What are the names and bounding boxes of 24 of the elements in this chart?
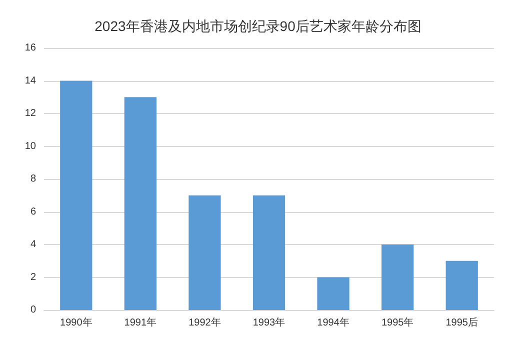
x-tick-label: 1993年 (252, 316, 286, 328)
bar (317, 277, 350, 310)
bar (124, 97, 156, 310)
y-tick-label: 12 (24, 108, 36, 119)
x-tick-label: 1992年 (188, 316, 221, 328)
y-tick-label: 8 (30, 174, 36, 184)
y-tick-label: 10 (24, 140, 36, 152)
x-tick-label: 1990年 (60, 316, 92, 328)
bar (382, 244, 414, 310)
y-tick-label: 14 (24, 75, 36, 86)
y-tick-label: 0 (30, 304, 36, 316)
y-tick-label: 2 (30, 272, 36, 283)
y-tick-label: 4 (30, 239, 36, 250)
chart-title: 2023年香港及内地市场创纪录90后艺术家年龄分布图 (94, 18, 422, 34)
y-tick-label: 16 (24, 42, 36, 54)
x-tick-label: 1994年 (317, 316, 350, 328)
x-tick-label: 1995年 (381, 316, 414, 328)
y-tick-label: 6 (30, 206, 36, 218)
bar (446, 260, 478, 310)
bar (252, 195, 286, 310)
x-tick-label: 1991年 (124, 316, 157, 328)
bar (188, 195, 221, 310)
x-tick-label: 1995后 (446, 316, 478, 328)
bar (60, 80, 92, 310)
